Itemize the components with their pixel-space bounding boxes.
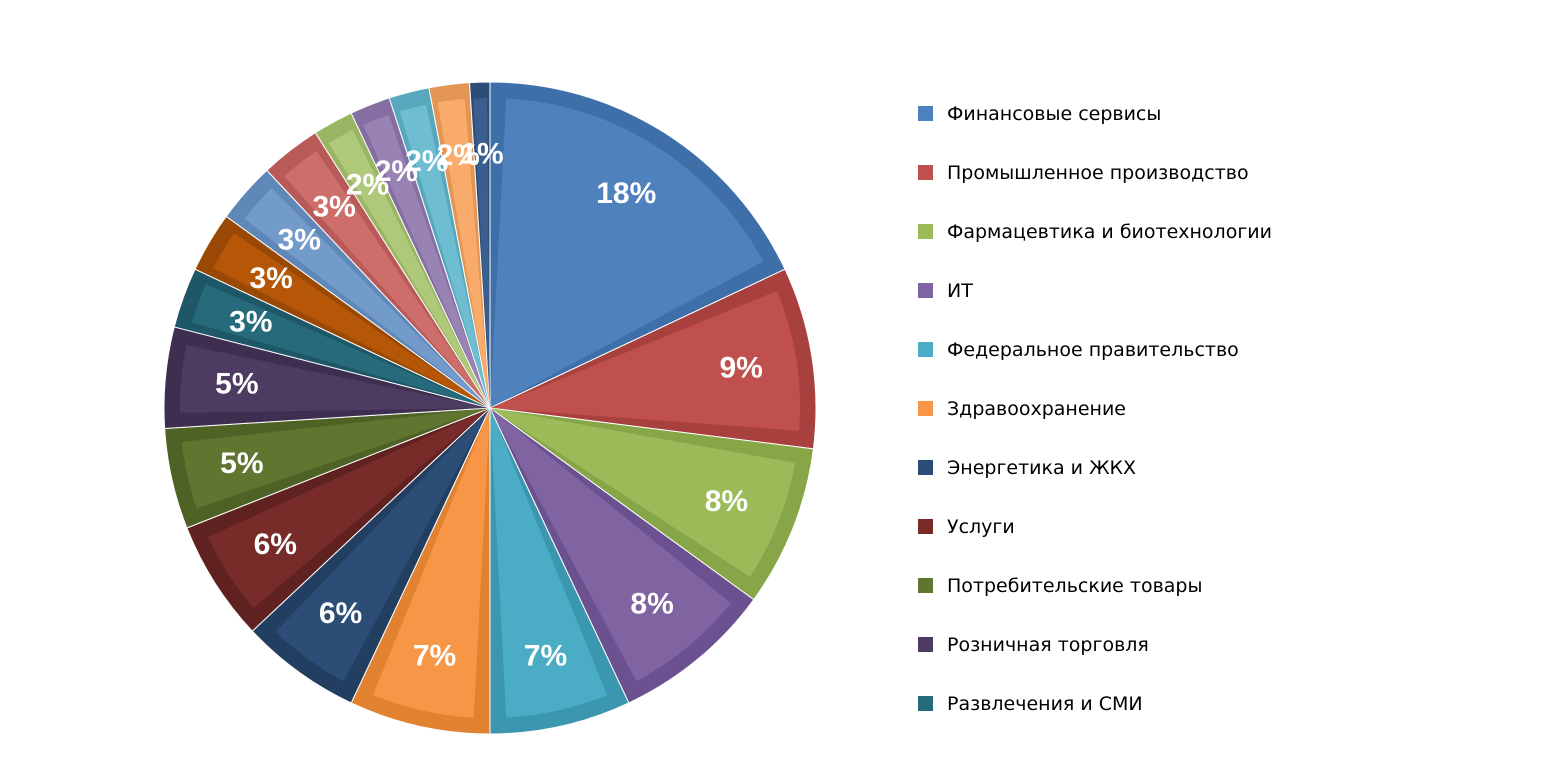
legend-swatch [918,224,933,239]
pie-slice-face [490,98,764,409]
legend-swatch [918,106,933,121]
legend-swatch [918,578,933,593]
pie-slice [164,407,491,529]
pie-slice [489,81,786,409]
legend-item: Энергетика и ЖКХ [918,438,1272,497]
pie-slice-face [192,283,490,408]
legend-swatch [918,696,933,711]
pie-data-label: 2% [346,169,389,202]
pie-slice-face [179,345,490,413]
legend-item: Услуги [918,497,1272,556]
pie-data-label: 6% [254,528,297,561]
chart-legend: Финансовые сервисы Промышленное производ… [918,84,1272,733]
legend-label: Промышленное производство [947,161,1249,184]
legend-swatch [918,637,933,652]
pie-slice [489,407,755,704]
pie-data-label: 3% [278,223,321,256]
pie-slice-face [284,151,490,408]
pie-data-label: 2% [436,139,479,172]
pie-slice-face [213,232,490,408]
pie-data-label: 18% [596,177,656,210]
pie-data-label: 2% [375,155,418,188]
legend-item: ИТ [918,261,1272,320]
pie-slice-face [437,99,490,408]
pie-slice [186,407,491,632]
legend-label: Фармацевтика и биотехнологии [947,220,1273,243]
pie-data-label: 6% [319,597,362,630]
legend-label: Федеральное правительство [947,338,1239,361]
pie-slice [489,407,630,735]
pie-data-label: 3% [312,191,355,224]
legend-label: Энергетика и ЖКХ [947,456,1137,479]
pie-data-label: 3% [249,262,292,295]
pie-slice [350,407,491,735]
legend-item: Здравоохранение [918,379,1272,438]
pie-data-label: 8% [705,485,748,518]
legend-item: Розничная торговля [918,615,1272,674]
pie-data-label: 2% [405,145,448,178]
pie-slice [251,407,491,704]
pie-data-label: 5% [215,368,258,401]
legend-label: Потребительские товары [947,574,1203,597]
pie-data-label: 3% [229,305,272,338]
legend-item: Финансовые сервисы [918,84,1272,143]
pie-slice-face [181,408,490,509]
pie-data-label: 5% [220,447,263,480]
pie-slice-face [473,98,490,409]
legend-swatch [918,519,933,534]
pie-data-label: 9% [719,352,762,385]
legend-label: Розничная торговля [947,633,1149,656]
pie-slice-face [328,130,490,409]
legend-swatch [918,460,933,475]
legend-item: Развлечения и СМИ [918,674,1272,733]
pie-slice-face [275,408,490,682]
legend-label: Финансовые сервисы [947,102,1162,125]
legend-swatch [918,283,933,298]
legend-item: Потребительские товары [918,556,1272,615]
pie-data-label: 7% [413,640,456,673]
pie-slice-face [399,104,490,408]
pie-data-label: 1% [460,137,503,170]
legend-item: Фармацевтика и биотехнологии [918,202,1272,261]
legend-label: Услуги [947,515,1015,538]
pie-slice [468,81,491,409]
legend-label: Здравоохранение [947,397,1126,420]
pie-slice-face [244,188,490,408]
pie-data-label: 7% [524,640,567,673]
pie-data-label: 8% [630,587,673,620]
pie-slice-face [372,408,490,718]
pie-data-labels: 18%9%8%8%7%7%6%6%5%5%3%3%3%3%2%2%2%2%1% [215,137,763,672]
pie-slice [488,268,817,450]
pie-slice-face [490,408,796,577]
legend-swatch [918,342,933,357]
pie-slices [163,81,817,735]
legend-swatch [918,401,933,416]
pie-slice-face [208,408,490,609]
pie-slice-face [490,408,731,682]
pie-slice-face [490,290,800,431]
legend-swatch [918,165,933,180]
pie-slice [489,407,814,601]
legend-item: Федеральное правительство [918,320,1272,379]
legend-label: Развлечения и СМИ [947,692,1143,715]
pie-slice-face [363,115,490,408]
pie-slice-face [490,408,608,718]
legend-item: Промышленное производство [918,143,1272,202]
legend-label: ИТ [947,279,973,302]
